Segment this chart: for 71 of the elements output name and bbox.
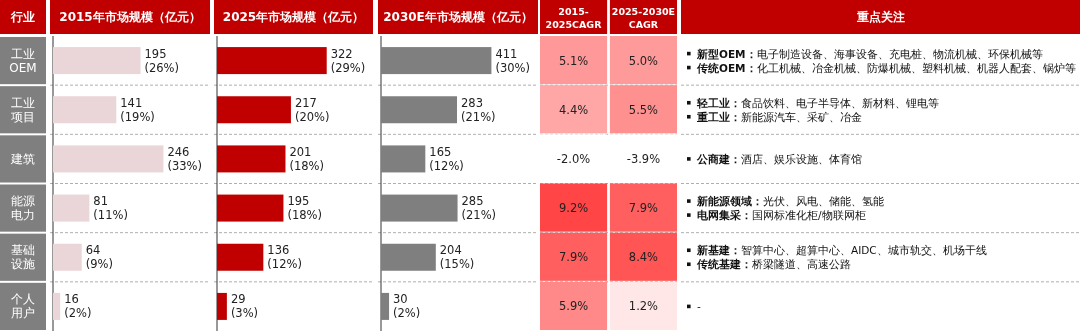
- data-label: 141 (19%): [120, 95, 155, 124]
- text: 轻工业：食品饮料、电子半导体、新材料、锂电等: [697, 96, 939, 109]
- data-label: 29 (3%): [230, 292, 259, 321]
- data-label: 322 (29%): [330, 46, 366, 75]
- bar: [217, 292, 227, 320]
- data-label: 4.4%: [558, 102, 589, 117]
- data-label: 283 (21%): [461, 95, 496, 124]
- text: 重工业：新能源汽车、采矿、冶金: [697, 110, 862, 123]
- y-tick-label: 基础设施: [11, 243, 35, 272]
- data-label: 30 (2%): [393, 292, 421, 321]
- chart-title: 2015年市场规模（亿元）: [59, 10, 201, 24]
- bar: [381, 145, 426, 173]
- text: 新型OEM：电子制造设备、海事设备、充电桩、物流机械、环保机械等: [697, 47, 1043, 60]
- data-label: 246 (33%): [167, 144, 202, 173]
- y-axis-title: 行业: [10, 10, 35, 24]
- data-label: 165 (12%): [429, 144, 464, 173]
- chart-title: 2030E年市场规模（亿元）: [383, 10, 533, 24]
- data-label: 195 (18%): [287, 194, 322, 223]
- x-tick-label: 2025-2030E CAGR: [611, 5, 676, 29]
- bar: [217, 47, 327, 75]
- bar: [53, 96, 117, 124]
- y-tick-label: 建筑: [10, 151, 35, 166]
- bar: [217, 194, 284, 222]
- data-label: 5.5%: [628, 102, 659, 117]
- bar: [217, 145, 286, 173]
- bar: [53, 145, 164, 173]
- data-label: 8.4%: [628, 250, 659, 265]
- data-label: 136 (12%): [267, 243, 302, 272]
- data-label: -2.0%: [556, 151, 591, 166]
- bar: [381, 96, 458, 124]
- bar: [53, 194, 90, 222]
- text: 重点关注: [855, 10, 905, 24]
- bar: [53, 47, 141, 75]
- bar: [53, 243, 82, 271]
- text: 公商建：酒店、娱乐设施、体育馆: [697, 152, 862, 165]
- data-label: 5.9%: [558, 299, 589, 314]
- data-label: 7.9%: [628, 201, 659, 216]
- data-label: 5.0%: [628, 53, 659, 68]
- bar: [217, 96, 291, 124]
- data-label: 5.1%: [558, 53, 589, 68]
- data-label: 64 (9%): [85, 243, 113, 272]
- text: 新能源领域：光伏、风电、储能、氢能: [697, 195, 884, 208]
- text: 传统基建：桥梁隧道、高速公路: [697, 258, 851, 271]
- bar: [217, 243, 264, 271]
- bar: [381, 47, 492, 75]
- data-label: 217 (20%): [294, 95, 330, 124]
- y-tick-label: 能源电力: [11, 194, 35, 223]
- chart-title: 2025年市场规模（亿元）: [222, 10, 365, 24]
- data-label: 285 (21%): [461, 194, 497, 223]
- bar: [381, 292, 390, 320]
- data-label: 195 (26%): [144, 46, 180, 75]
- data-label: 201 (18%): [289, 144, 325, 173]
- data-label: 204 (15%): [439, 243, 475, 272]
- y-tick-label: 个人用户: [11, 292, 35, 321]
- bar: [381, 243, 436, 271]
- y-tick-label: 工业项目: [11, 95, 35, 124]
- bar: [53, 292, 61, 320]
- x-tick-label: 2015- 2025CAGR: [545, 5, 603, 29]
- data-label: 9.2%: [558, 201, 589, 216]
- data-label: 81 (11%): [93, 194, 128, 223]
- data-label: 7.9%: [558, 250, 589, 265]
- data-label: 1.2%: [628, 299, 659, 314]
- y-tick-label: 工业OEM: [9, 46, 37, 75]
- data-label: 411 (30%): [495, 46, 530, 75]
- data-label: 16 (2%): [64, 292, 92, 321]
- text: 电网集采：国网标准化柜/物联网柜: [697, 209, 866, 222]
- text: 传统OEM：化工机械、冶金机械、防爆机械、塑料机械、机器人配套、锅炉等: [697, 61, 1076, 74]
- text: -: [697, 300, 701, 313]
- bar: [381, 194, 458, 222]
- data-label: -3.9%: [626, 151, 661, 166]
- text: 新基建：智算中心、超算中心、AIDC、城市轨交、机场干线: [697, 244, 987, 257]
